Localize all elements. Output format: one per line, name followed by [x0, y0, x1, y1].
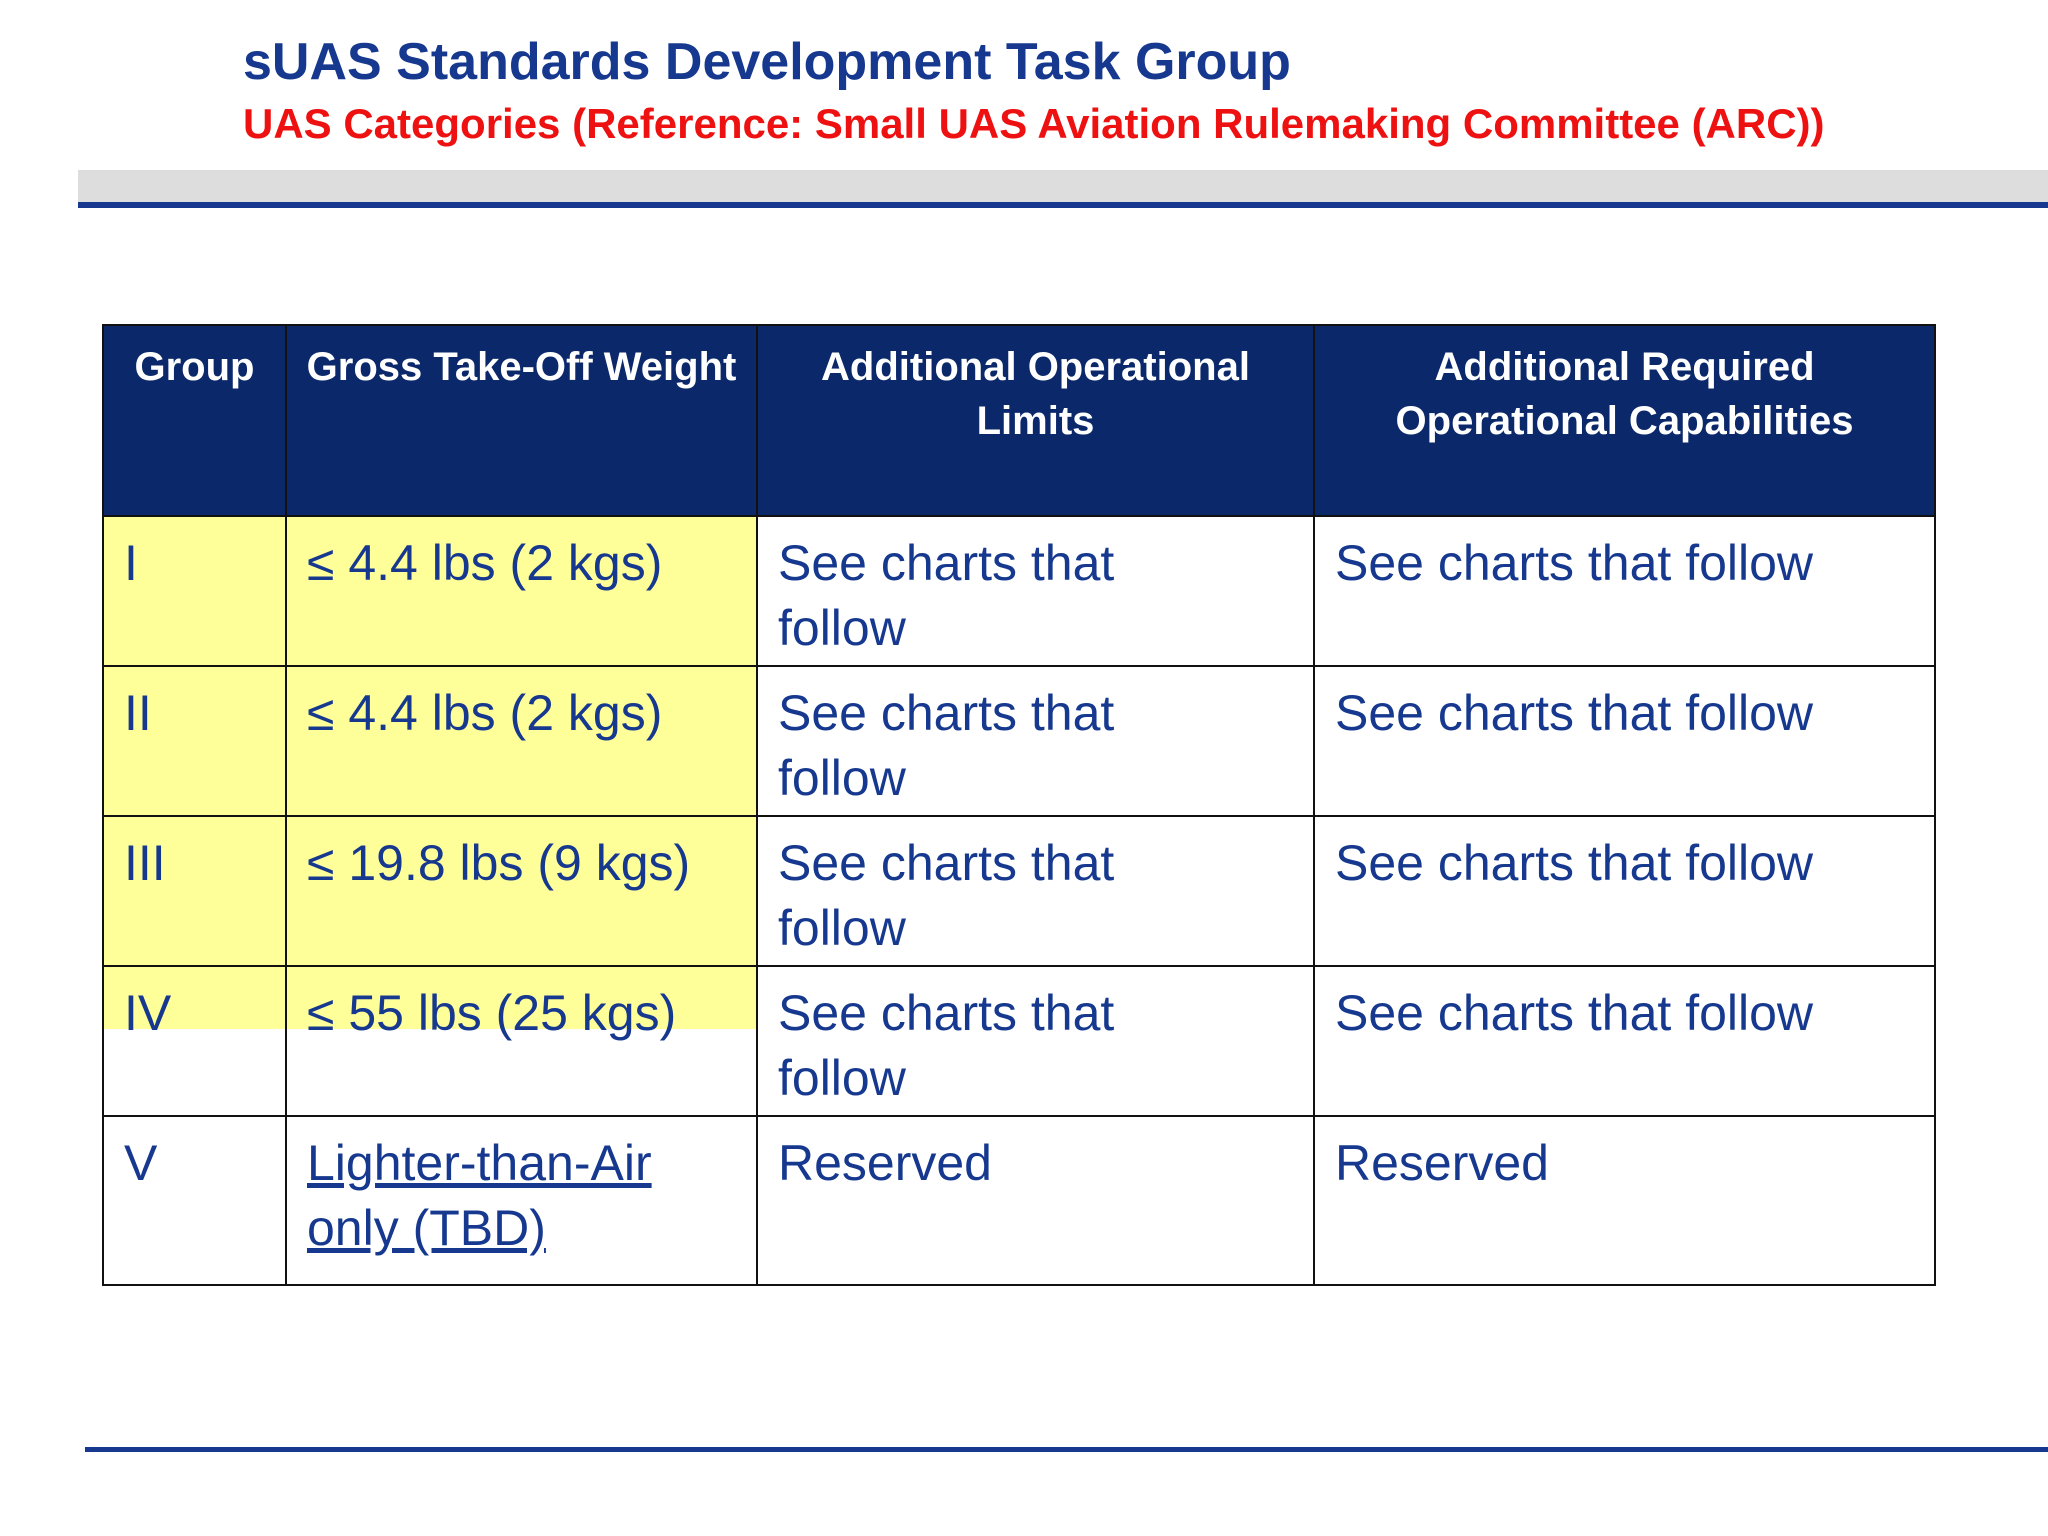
column-header: Additional Required Operational Capabili… — [1313, 324, 1936, 517]
table-cell: See charts that follow — [756, 515, 1315, 667]
slide-subtitle: UAS Categories (Reference: Small UAS Avi… — [243, 100, 1825, 147]
highlight — [102, 515, 756, 1029]
table-cell: ≤ 55 lbs (25 kgs) — [285, 965, 758, 1117]
table-cell: ≤ 4.4 lbs (2 kgs) — [285, 515, 758, 667]
table-cell: Reserved — [1313, 1115, 1936, 1286]
table-cell: ≤ 19.8 lbs (9 kgs) — [285, 815, 758, 967]
table-cell: V — [102, 1115, 287, 1286]
table-cell: See charts that follow — [1313, 815, 1936, 967]
column-header: Gross Take-Off Weight — [285, 324, 758, 517]
table-cell: See charts that follow — [756, 965, 1315, 1117]
slide-title: sUAS Standards Development Task Group — [243, 33, 1291, 91]
table-cell: Reserved — [756, 1115, 1315, 1286]
table-cell: See charts that follow — [756, 665, 1315, 817]
table-cell: See charts that follow — [1313, 665, 1936, 817]
table-cell: See charts that follow — [1313, 515, 1936, 667]
table-cell: See charts that follow — [1313, 965, 1936, 1117]
column-header: Additional Operational Limits — [756, 324, 1315, 517]
header-band — [78, 170, 2048, 202]
table-cell: ≤ 4.4 lbs (2 kgs) — [285, 665, 758, 817]
footer-rule — [85, 1447, 2048, 1452]
table-cell: See charts that follow — [756, 815, 1315, 967]
header-rule — [78, 202, 2048, 208]
table-cell: Lighter-than-Air only (TBD) — [285, 1115, 758, 1286]
table-cell: IV — [102, 965, 287, 1117]
table-cell: II — [102, 665, 287, 817]
table-cell: I — [102, 515, 287, 667]
table-cell: III — [102, 815, 287, 967]
column-header: Group — [102, 324, 287, 517]
